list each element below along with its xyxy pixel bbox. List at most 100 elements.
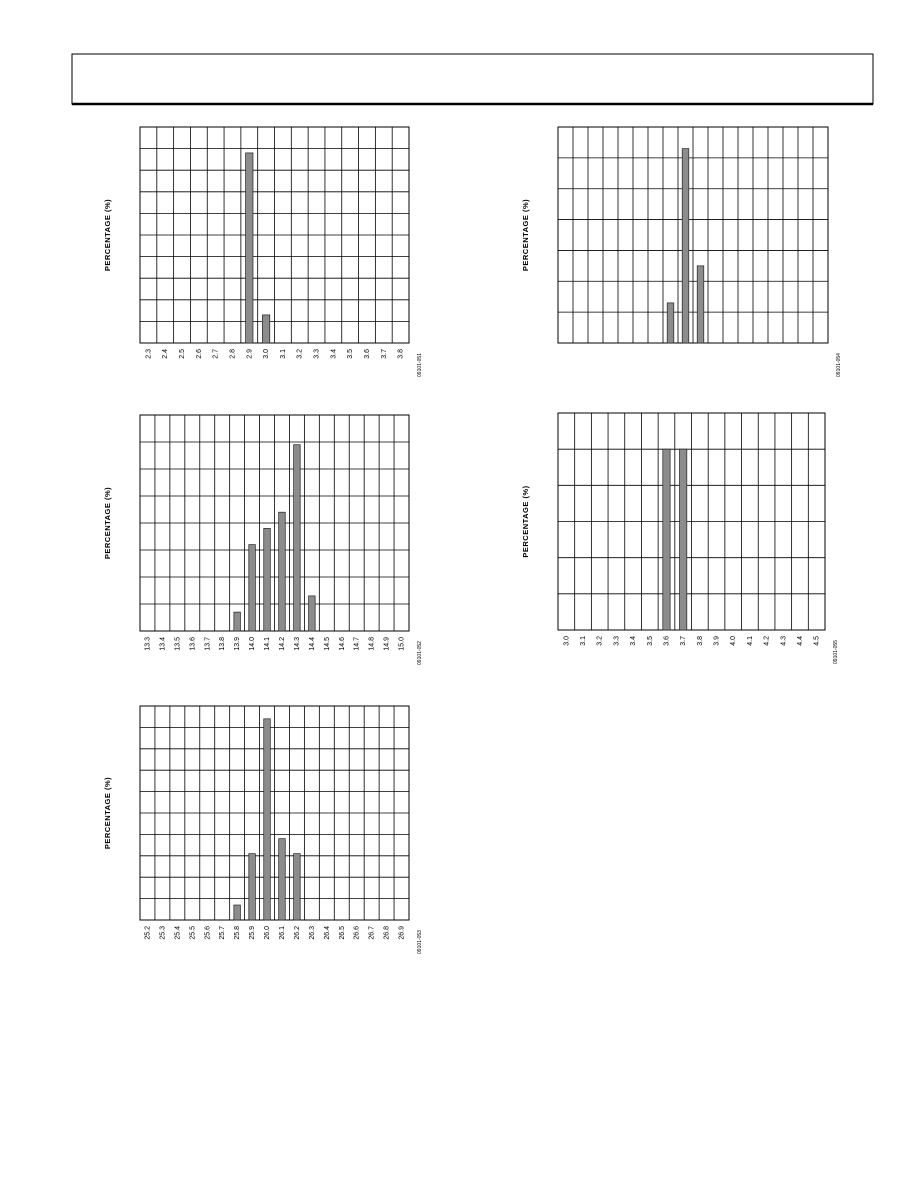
- bar: [245, 152, 254, 344]
- bar: [293, 853, 301, 921]
- x-tick-label: 25.8: [234, 926, 241, 940]
- x-tick-label: 4.1: [747, 636, 754, 646]
- x-tick-label: 15.0: [399, 637, 406, 651]
- bar: [666, 302, 675, 344]
- x-tick-label: 14.3: [294, 637, 301, 651]
- figure-code: 09101-051: [417, 353, 423, 377]
- bar: [293, 444, 301, 632]
- bar: [278, 838, 286, 921]
- x-tick-label: 3.0: [263, 349, 270, 359]
- x-tick-label: 26.7: [369, 926, 376, 940]
- x-tick-label: 3.7: [680, 636, 687, 646]
- x-tick-label: 26.4: [324, 926, 331, 940]
- plot-frame: [557, 412, 826, 631]
- bar: [308, 595, 316, 632]
- x-tick-label: 14.0: [249, 637, 256, 651]
- x-tick-label: 3.4: [330, 349, 337, 359]
- x-tick-label: 3.0: [563, 636, 570, 646]
- x-tick-label: 25.9: [249, 926, 256, 940]
- x-tick-label: 4.4: [797, 636, 804, 646]
- x-tick-label: 4.3: [780, 636, 787, 646]
- x-tick-label: 13.8: [219, 637, 226, 651]
- x-tick-label: 26.9: [399, 926, 406, 940]
- bar: [233, 611, 241, 632]
- x-tick-label: 13.6: [189, 637, 196, 651]
- x-tick-label: 26.8: [384, 926, 391, 940]
- bar: [681, 148, 690, 344]
- x-tick-label: 4.2: [764, 636, 771, 646]
- x-tick-label: 13.4: [159, 637, 166, 651]
- x-tick-label: 14.2: [279, 637, 286, 651]
- x-tick-label: 3.8: [697, 636, 704, 646]
- x-tick-label: 13.7: [204, 637, 211, 651]
- figure-code: 09101-052: [417, 641, 423, 665]
- bar: [263, 528, 271, 632]
- x-tick-label: 2.9: [246, 349, 253, 359]
- x-tick-label: 2.3: [145, 349, 152, 359]
- x-tick-label: 3.7: [381, 349, 388, 359]
- x-tick-label: 3.3: [613, 636, 620, 646]
- plot-frame: [139, 705, 410, 921]
- y-axis-label: PERCENTAGE (%): [521, 199, 530, 271]
- y-axis-label: PERCENTAGE (%): [103, 777, 112, 849]
- bar: [248, 544, 256, 632]
- plot-frame: [139, 414, 410, 632]
- bar: [263, 718, 271, 921]
- x-tick-label: 3.8: [398, 349, 405, 359]
- plot-frame: [139, 126, 410, 344]
- x-tick-label: 14.4: [309, 637, 316, 651]
- x-tick-label: 4.0: [730, 636, 737, 646]
- x-tick-label: 2.5: [179, 349, 186, 359]
- x-tick-label: 3.4: [630, 636, 637, 646]
- plot-frame: [557, 126, 829, 344]
- x-tick-label: 13.9: [234, 637, 241, 651]
- x-tick-label: 3.6: [663, 636, 670, 646]
- figure-code: 09101-054: [836, 353, 842, 377]
- figure-code: 09101-055: [833, 640, 839, 664]
- x-tick-label: 14.7: [354, 637, 361, 651]
- x-tick-label: 4.5: [814, 636, 821, 646]
- x-tick-label: 26.5: [339, 926, 346, 940]
- x-tick-label: 3.1: [580, 636, 587, 646]
- x-tick-label: 3.2: [297, 349, 304, 359]
- x-tick-label: 2.7: [213, 349, 220, 359]
- x-tick-label: 25.3: [159, 926, 166, 940]
- x-tick-label: 2.6: [196, 349, 203, 359]
- x-tick-label: 14.1: [264, 637, 271, 651]
- x-tick-label: 3.9: [714, 636, 721, 646]
- y-axis-label: PERCENTAGE (%): [103, 487, 112, 559]
- bar: [679, 448, 688, 631]
- x-tick-label: 3.5: [647, 636, 654, 646]
- bar: [233, 904, 241, 921]
- header-box: [71, 53, 874, 105]
- x-tick-label: 14.8: [369, 637, 376, 651]
- x-tick-label: 2.4: [162, 349, 169, 359]
- x-tick-label: 26.2: [294, 926, 301, 940]
- x-tick-label: 25.7: [219, 926, 226, 940]
- bar: [248, 853, 256, 921]
- x-tick-label: 3.6: [364, 349, 371, 359]
- bar: [278, 511, 286, 632]
- x-tick-label: 13.3: [144, 637, 151, 651]
- x-tick-label: 26.6: [354, 926, 361, 940]
- x-tick-label: 25.4: [174, 926, 181, 940]
- bar: [662, 448, 671, 631]
- x-tick-label: 14.9: [384, 637, 391, 651]
- x-tick-label: 3.1: [280, 349, 287, 359]
- x-tick-label: 13.5: [174, 637, 181, 651]
- x-tick-label: 26.0: [264, 926, 271, 940]
- x-tick-label: 14.6: [339, 637, 346, 651]
- x-tick-label: 26.1: [279, 926, 286, 940]
- x-tick-label: 3.2: [597, 636, 604, 646]
- bar: [696, 265, 705, 344]
- x-tick-label: 25.5: [189, 926, 196, 940]
- x-tick-label: 3.3: [314, 349, 321, 359]
- x-tick-label: 25.2: [144, 926, 151, 940]
- x-tick-label: 2.8: [229, 349, 236, 359]
- x-tick-label: 3.5: [347, 349, 354, 359]
- bar: [262, 314, 271, 344]
- x-tick-label: 25.6: [204, 926, 211, 940]
- figure-code: 09101-053: [417, 930, 423, 954]
